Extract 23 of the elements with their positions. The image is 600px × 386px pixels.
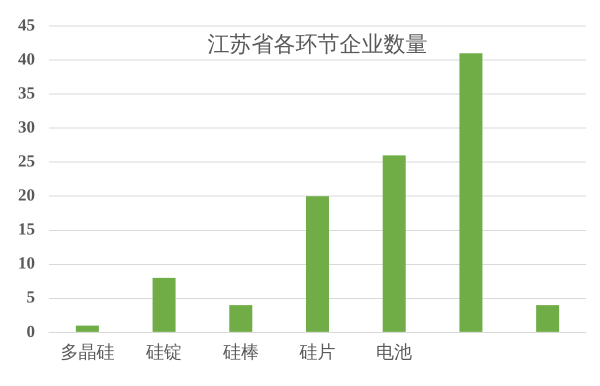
- y-tick-label: 0: [26, 322, 35, 341]
- bar: [382, 155, 406, 332]
- y-tick-label: 25: [18, 152, 35, 171]
- x-tick-label: 电池: [376, 342, 412, 363]
- y-tick-label: 15: [18, 220, 35, 239]
- y-tick-label: 30: [18, 118, 35, 137]
- bar: [306, 196, 330, 332]
- x-tick-label: 硅片: [298, 342, 336, 363]
- bar: [76, 326, 99, 332]
- y-tick-label: 45: [18, 15, 35, 34]
- y-tick-label: 20: [18, 186, 35, 205]
- bar: [229, 305, 252, 332]
- x-tick-label: 硅锭: [145, 342, 182, 363]
- bar: [152, 278, 176, 332]
- y-tick-label: 5: [26, 288, 35, 307]
- bar: [536, 305, 560, 332]
- y-tick-label: 10: [18, 254, 35, 273]
- bar: [459, 53, 482, 332]
- y-tick-label: 40: [18, 49, 35, 68]
- chart-title: 江苏省各环节企业数量: [208, 32, 428, 58]
- y-tick-label: 35: [18, 83, 35, 102]
- x-tick-label: 多晶硅: [60, 342, 114, 363]
- x-tick-label: 硅棒: [222, 342, 259, 363]
